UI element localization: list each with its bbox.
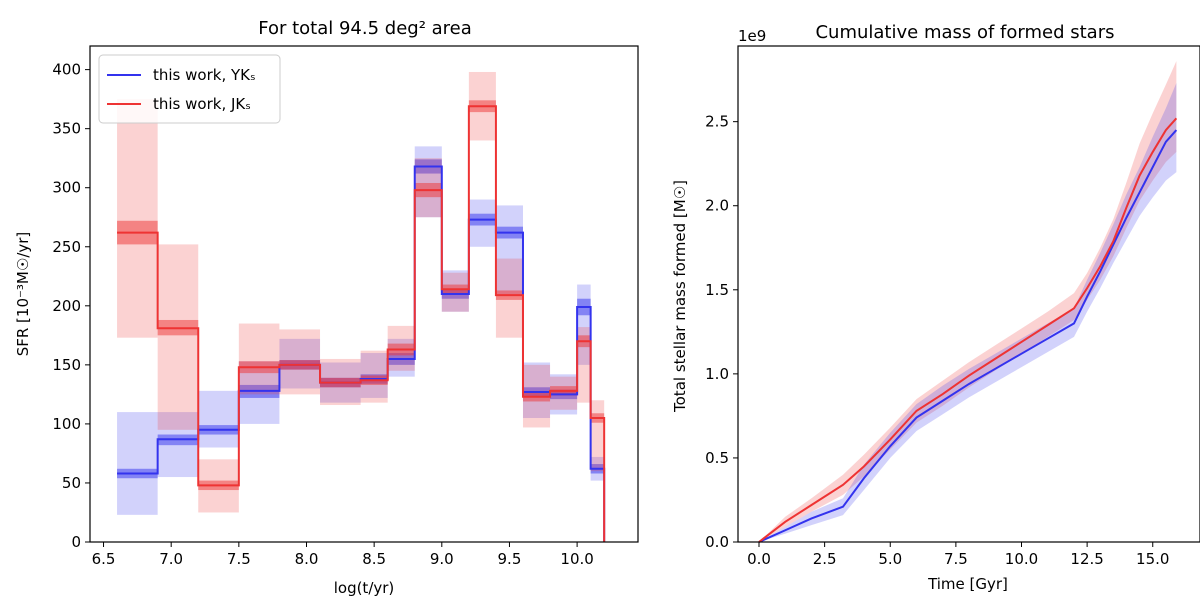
jks-step-line xyxy=(117,105,606,542)
sfr-y-ticks: 0 50 100 150 200 250 300 350 400 xyxy=(52,61,90,551)
sfr-x-tick-label: 10.0 xyxy=(560,550,593,568)
yks-outer-band xyxy=(495,205,523,294)
red-uncertainty-band xyxy=(759,61,1177,542)
red-mass-line xyxy=(758,117,1178,543)
sfr-x-axis-label: log(t/yr) xyxy=(334,579,395,597)
legend-label-yks: this work, YKₛ xyxy=(153,66,256,84)
cumulative-x-tick-label: 0.0 xyxy=(747,550,771,568)
sfr-x-tick-label: 9.5 xyxy=(498,550,522,568)
sfr-y-tick-label: 150 xyxy=(52,356,81,374)
cumulative-x-tick-label: 2.5 xyxy=(813,550,837,568)
y-offset-text: 1e9 xyxy=(738,27,766,45)
cumulative-y-tick-label: 1.0 xyxy=(705,365,729,383)
cumulative-y-tick-label: 2.0 xyxy=(705,197,729,215)
blue-uncertainty-band xyxy=(759,82,1177,542)
cumulative-y-ticks: 0.0 0.5 1.0 1.5 2.0 2.5 xyxy=(705,113,738,551)
yks-outer-band xyxy=(117,412,158,515)
cumulative-y-axis-label: Total stellar mass formed [M☉] xyxy=(671,180,689,413)
sfr-y-tick-label: 350 xyxy=(52,120,81,138)
sfr-x-tick-label: 6.5 xyxy=(92,550,116,568)
sfr-axes-frame xyxy=(89,45,639,543)
cumulative-x-ticks: 0.0 2.5 5.0 7.5 10.0 12.5 15.0 xyxy=(747,542,1169,568)
sfr-x-tick-label: 8.5 xyxy=(362,550,386,568)
sfr-y-tick-label: 300 xyxy=(52,179,81,197)
jks-outer-band xyxy=(238,323,280,395)
sfr-x-ticks: 6.5 7.0 7.5 8.0 8.5 9.0 9.5 10.0 xyxy=(92,542,594,568)
yks-outer-band xyxy=(198,390,239,448)
cumulative-x-tick-label: 10.0 xyxy=(1005,550,1038,568)
sfr-chart-title: For total 94.5 deg² area xyxy=(258,18,472,39)
sfr-y-tick-label: 0 xyxy=(71,533,81,551)
yks-outer-band xyxy=(414,146,442,218)
cumulative-y-tick-label: 2.5 xyxy=(705,113,729,131)
jks-outer-band xyxy=(117,99,158,338)
legend-box xyxy=(98,54,281,124)
cumulative-y-tick-label: 0.5 xyxy=(705,449,729,467)
cumulative-plot-area xyxy=(758,61,1178,543)
jks-outer-band xyxy=(157,244,199,430)
sfr-x-tick-label: 7.5 xyxy=(227,550,251,568)
cumulative-x-tick-label: 5.0 xyxy=(878,550,902,568)
sfr-x-tick-label: 7.0 xyxy=(159,550,183,568)
sfr-y-tick-label: 400 xyxy=(52,61,81,79)
jks-outer-band xyxy=(590,400,605,472)
cumulative-x-tick-label: 15.0 xyxy=(1136,550,1169,568)
sfr-y-axis-label: SFR [10⁻³M☉/yr] xyxy=(14,232,32,357)
cumulative-y-tick-label: 1.5 xyxy=(705,281,729,299)
sfr-y-tick-label: 250 xyxy=(52,238,81,256)
sfr-y-tick-label: 200 xyxy=(52,297,81,315)
cumulative-x-tick-label: 7.5 xyxy=(944,550,968,568)
cumulative-chart-title: Cumulative mass of formed stars xyxy=(815,22,1114,43)
sfr-x-tick-label: 9.0 xyxy=(430,550,454,568)
cumulative-mass-chart: Cumulative mass of formed stars 1e9 0.0 2… xyxy=(671,22,1200,593)
cumulative-x-axis-label: Time [Gyr] xyxy=(927,575,1008,593)
sfr-plot-area xyxy=(117,71,606,542)
blue-mass-line xyxy=(758,129,1178,543)
cumulative-axes-frame xyxy=(737,45,1200,543)
sfr-y-tick-label: 100 xyxy=(52,415,81,433)
sfr-x-tick-label: 8.0 xyxy=(295,550,319,568)
cumulative-y-tick-label: 0.0 xyxy=(705,533,729,551)
sfr-y-tick-label: 50 xyxy=(62,474,81,492)
legend-label-jks: this work, JKₛ xyxy=(153,95,251,113)
legend: this work, YKₛ this work, JKₛ xyxy=(98,54,281,124)
sfr-chart: For total 94.5 deg² area 6.5 7.0 7.5 8.0 8.5… xyxy=(14,18,639,597)
cumulative-x-tick-label: 12.5 xyxy=(1070,550,1103,568)
